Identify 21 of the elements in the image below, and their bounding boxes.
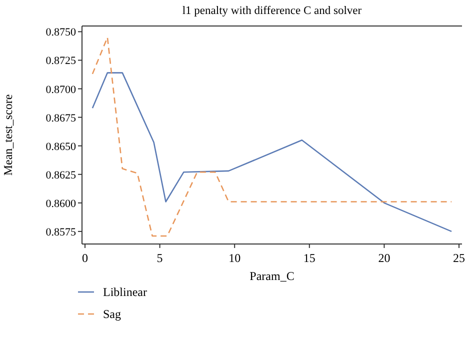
x-tick-label: 10: [228, 251, 241, 265]
legend-label: Sag: [103, 307, 121, 321]
line-series: [92, 36, 452, 237]
legend-label: Liblinear: [103, 285, 147, 299]
y-tick-label: 0.8575: [46, 226, 76, 238]
x-tick-label: 5: [156, 251, 163, 265]
y-tick-label: 0.8625: [46, 169, 76, 182]
x-tick-label: 0: [82, 251, 88, 265]
x-tick-label: 15: [303, 251, 316, 265]
y-tick-label: 0.8650: [46, 140, 76, 153]
y-tick-label: 0.8675: [46, 112, 76, 124]
y-tick-label: 0.8725: [46, 55, 76, 68]
x-tick-label: 20: [378, 251, 390, 265]
y-tick-label: 0.8700: [46, 84, 76, 96]
line-series: [92, 72, 452, 232]
y-tick-label: 0.8750: [46, 26, 76, 39]
x-tick-label: 25: [453, 251, 466, 265]
x-axis-title: Param_C: [250, 269, 294, 283]
chart-title: l1 penalty with difference C and solver: [182, 5, 362, 17]
y-tick-label: 0.8600: [46, 198, 76, 210]
y-axis-title: Mean_test_score: [1, 94, 15, 176]
